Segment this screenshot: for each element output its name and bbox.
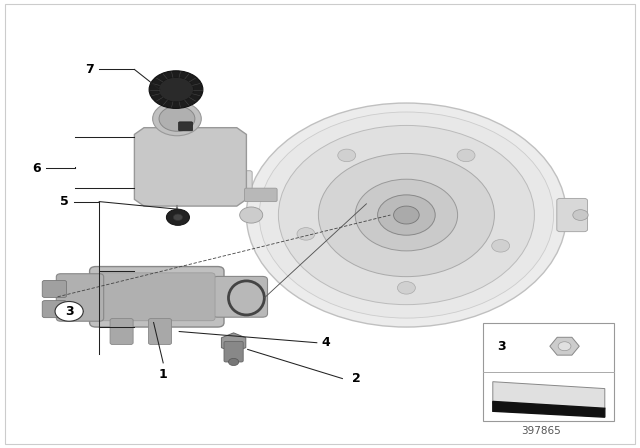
Circle shape: [152, 102, 201, 136]
FancyBboxPatch shape: [56, 274, 104, 321]
FancyBboxPatch shape: [42, 280, 67, 297]
FancyBboxPatch shape: [110, 319, 133, 345]
Circle shape: [246, 103, 566, 327]
FancyBboxPatch shape: [170, 102, 182, 104]
Circle shape: [55, 302, 83, 321]
Text: 6: 6: [33, 161, 41, 175]
Text: 1: 1: [159, 367, 168, 381]
Polygon shape: [493, 401, 605, 417]
Circle shape: [166, 209, 189, 225]
FancyBboxPatch shape: [225, 171, 252, 192]
Circle shape: [338, 149, 356, 162]
FancyBboxPatch shape: [244, 188, 277, 202]
Text: 3: 3: [497, 340, 506, 353]
FancyBboxPatch shape: [557, 198, 588, 232]
Text: 4: 4: [322, 336, 331, 349]
Text: 397865: 397865: [521, 426, 561, 436]
Circle shape: [558, 342, 571, 351]
Text: 5: 5: [60, 195, 68, 208]
Circle shape: [319, 153, 495, 276]
Circle shape: [149, 71, 203, 108]
Circle shape: [278, 125, 534, 305]
Circle shape: [228, 358, 239, 366]
Text: 3: 3: [65, 305, 74, 318]
Circle shape: [159, 78, 193, 102]
FancyBboxPatch shape: [212, 276, 268, 317]
FancyBboxPatch shape: [99, 273, 215, 321]
FancyBboxPatch shape: [90, 267, 224, 327]
Polygon shape: [134, 128, 246, 206]
FancyBboxPatch shape: [179, 122, 193, 131]
Circle shape: [240, 207, 263, 223]
Text: 7: 7: [85, 63, 94, 76]
Circle shape: [492, 240, 509, 252]
Circle shape: [378, 195, 435, 235]
Circle shape: [173, 214, 182, 220]
Text: 2: 2: [352, 372, 361, 385]
Circle shape: [573, 210, 588, 220]
FancyBboxPatch shape: [42, 301, 67, 318]
Bar: [483, 323, 614, 421]
Circle shape: [297, 228, 315, 240]
FancyBboxPatch shape: [224, 341, 243, 362]
Polygon shape: [493, 382, 605, 409]
FancyBboxPatch shape: [148, 319, 172, 345]
Circle shape: [457, 149, 475, 162]
Circle shape: [397, 282, 415, 294]
Circle shape: [355, 179, 458, 251]
Circle shape: [394, 206, 419, 224]
Circle shape: [259, 112, 554, 318]
Circle shape: [159, 106, 195, 131]
